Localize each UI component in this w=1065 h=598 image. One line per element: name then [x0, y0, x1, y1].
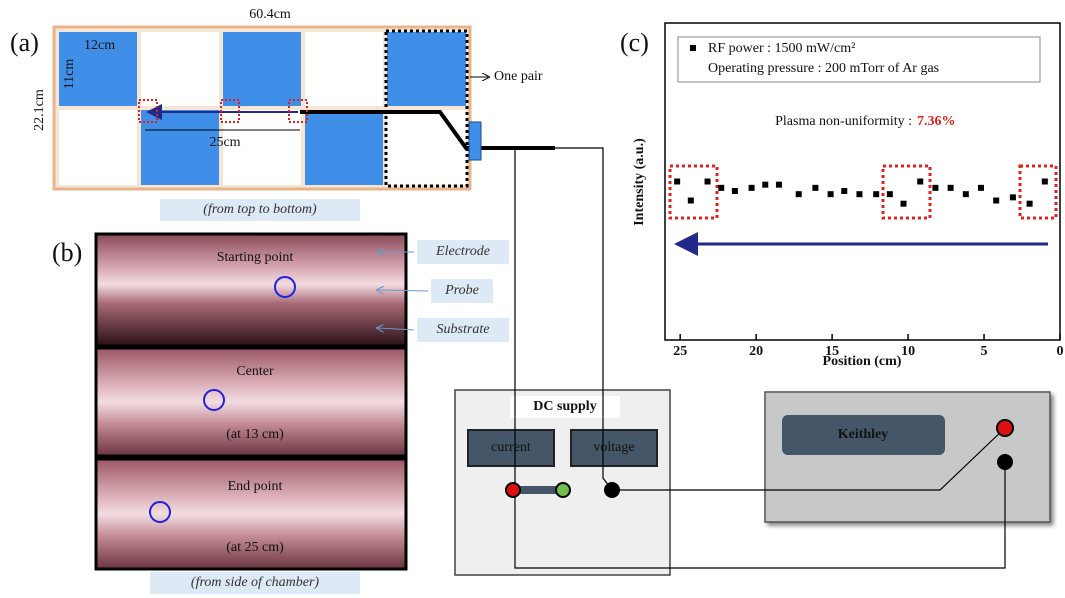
point	[887, 191, 893, 197]
callout: Substrate	[437, 322, 490, 337]
point	[917, 179, 923, 185]
annotation: Operating pressure : 200 mTorr of Ar gas	[708, 61, 939, 76]
cell	[387, 32, 466, 106]
x-tick-label: 5	[981, 344, 988, 359]
terminal	[604, 482, 620, 498]
pair-label: One pair	[494, 69, 543, 84]
x-tick-label: 0	[1057, 344, 1064, 359]
point	[963, 191, 969, 197]
panel-b: (b) Starting point Center (at 13 cm) End…	[52, 234, 509, 594]
photo-title: End point	[228, 479, 283, 494]
x-tick-label: 10	[901, 344, 915, 359]
point	[1027, 201, 1033, 207]
cell	[305, 110, 383, 185]
photo-note: (at 25 cm)	[226, 540, 284, 555]
terminal	[997, 420, 1013, 436]
keithley-label: Keithley	[838, 427, 889, 442]
point	[674, 179, 680, 185]
point	[978, 185, 984, 191]
x-tick-label: 15	[825, 344, 839, 359]
point	[873, 191, 879, 197]
cell	[223, 32, 301, 106]
cell	[141, 32, 219, 106]
photo-title: Center	[236, 364, 274, 379]
x-tick-label: 25	[673, 344, 687, 359]
point	[705, 179, 711, 185]
point	[688, 198, 694, 204]
point	[732, 188, 738, 194]
annotation-value: 7.36%	[917, 114, 956, 129]
annotation: Plasma non-uniformity :	[775, 114, 912, 129]
legend-marker	[690, 45, 696, 51]
point	[901, 201, 907, 207]
point	[1042, 179, 1048, 185]
point	[776, 182, 782, 188]
point	[796, 191, 802, 197]
y-axis-label: Intensity (a.u.)	[632, 138, 647, 226]
legend-label: RF power : 1500 mW/cm²	[708, 41, 855, 56]
voltage-label: voltage	[593, 440, 634, 455]
point	[932, 185, 938, 191]
caption: (from side of chamber)	[191, 575, 320, 590]
cell-height: 11cm	[62, 59, 77, 90]
x-tick-label: 20	[749, 344, 763, 359]
point	[993, 198, 999, 204]
connector	[469, 122, 481, 160]
photo-title: Starting point	[217, 250, 294, 265]
point	[948, 185, 954, 191]
current-label: current	[491, 440, 531, 455]
callout: Probe	[444, 283, 479, 298]
panel-label: (c)	[620, 28, 649, 57]
terminal	[506, 483, 520, 497]
cell-width: 12cm	[84, 38, 115, 53]
figure: (a) 60.4cm 22.1cm 12cm 11cm One pair 25c…	[0, 0, 1065, 598]
point	[1010, 194, 1016, 200]
callout: Electrode	[435, 244, 490, 259]
point	[841, 188, 847, 194]
panel-a: (a) 60.4cm 22.1cm 12cm 11cm One pair 25c…	[10, 7, 555, 221]
point	[749, 185, 755, 191]
panel-label: (b)	[52, 238, 82, 267]
point	[718, 185, 724, 191]
cell	[59, 110, 137, 185]
point	[812, 185, 818, 191]
caption: (from top to bottom)	[203, 202, 317, 217]
panel-label: (a)	[10, 28, 39, 57]
point	[856, 191, 862, 197]
terminal	[556, 483, 570, 497]
terminal	[997, 454, 1013, 470]
distance-label: 25cm	[209, 135, 240, 150]
panel-c: (c) Position (cm) Intensity (a.u.) RF po…	[620, 23, 1064, 369]
point	[762, 182, 768, 188]
cell	[305, 32, 383, 106]
dc-title: DC supply	[533, 399, 596, 414]
height-label: 22.1cm	[32, 89, 47, 131]
width-label: 60.4cm	[249, 7, 291, 22]
cell	[387, 110, 466, 185]
point	[828, 191, 834, 197]
photo-note: (at 13 cm)	[226, 427, 284, 442]
